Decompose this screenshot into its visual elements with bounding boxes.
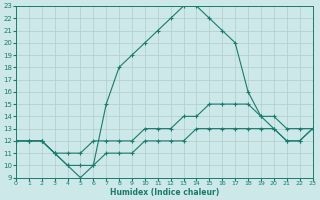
- X-axis label: Humidex (Indice chaleur): Humidex (Indice chaleur): [110, 188, 219, 197]
